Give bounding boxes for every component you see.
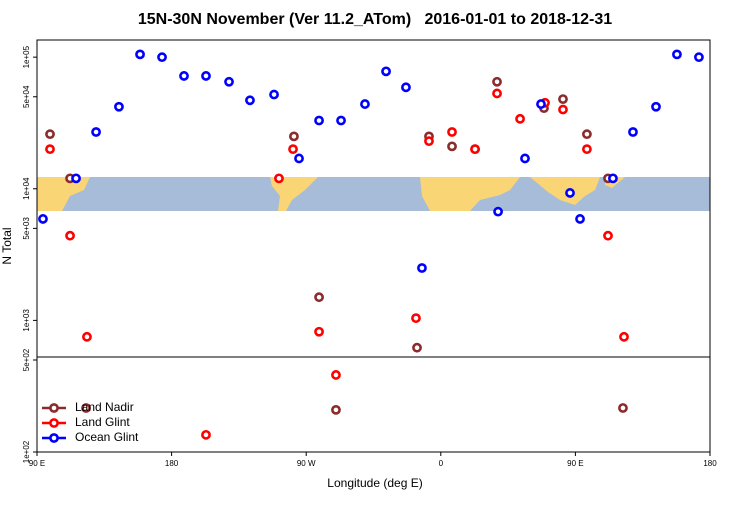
point	[381, 66, 391, 77]
chart-title: 15N-30N November (Ver 11.2_ATom) 2016-01…	[138, 11, 612, 28]
legend-label: Land Nadir	[75, 400, 134, 414]
point	[274, 173, 284, 184]
point	[288, 144, 298, 155]
point	[492, 76, 502, 87]
y-tick-label: 5e+02	[22, 348, 31, 371]
point	[331, 370, 341, 380]
legend-label: Ocean Glint	[75, 430, 139, 444]
point	[314, 115, 324, 126]
point	[201, 429, 211, 440]
point	[536, 99, 546, 109]
point	[492, 88, 502, 99]
y-tick-label: 1e+04	[22, 177, 31, 200]
point	[694, 52, 704, 63]
point	[135, 49, 145, 60]
point	[294, 153, 304, 164]
point	[618, 403, 628, 413]
y-tick-label: 5e+03	[22, 217, 31, 240]
point	[651, 101, 661, 112]
point	[81, 403, 91, 413]
point	[71, 173, 81, 184]
x-tick-label: 180	[165, 459, 179, 468]
plot-frame	[36, 39, 711, 453]
point	[558, 104, 568, 115]
y-axis-label: N Total	[0, 227, 14, 264]
point	[565, 188, 575, 198]
point	[65, 230, 75, 241]
y-tick-label: 1e+05	[22, 45, 31, 68]
point	[424, 136, 434, 147]
point	[289, 131, 299, 142]
legend-label: Land Glint	[75, 415, 130, 429]
legend-marker	[49, 403, 59, 413]
point	[314, 326, 324, 337]
point	[608, 173, 618, 184]
point	[520, 153, 530, 164]
point	[314, 292, 324, 303]
y-tick-label: 1e+03	[22, 309, 31, 332]
point	[672, 49, 682, 60]
legend-marker	[49, 433, 59, 443]
point	[331, 404, 341, 415]
point	[38, 214, 48, 224]
point	[619, 331, 629, 342]
point	[401, 82, 411, 93]
point	[91, 127, 101, 137]
point	[447, 127, 457, 137]
point	[582, 129, 592, 140]
y-tick-label: 1e+02	[22, 440, 31, 463]
x-tick-label: 180	[703, 459, 717, 468]
point	[575, 214, 585, 224]
point	[412, 342, 422, 353]
x-axis-label: Longitude (deg E)	[327, 476, 422, 490]
x-tick-label: 0	[439, 459, 444, 468]
point	[336, 115, 346, 126]
point	[447, 141, 457, 152]
point	[493, 206, 503, 217]
point	[245, 95, 255, 106]
map-strip	[37, 177, 710, 211]
point	[269, 89, 279, 100]
point	[417, 263, 427, 273]
point	[114, 101, 124, 112]
point	[515, 113, 525, 124]
legend-marker	[49, 418, 59, 428]
point	[411, 313, 421, 324]
x-tick-label: 90 W	[297, 459, 316, 468]
point	[224, 76, 234, 87]
point	[582, 144, 592, 155]
y-tick-label: 5e+04	[22, 85, 31, 108]
x-tick-label: 90 E	[567, 459, 583, 468]
point	[628, 127, 638, 137]
point	[360, 99, 370, 109]
point	[558, 94, 568, 105]
point	[82, 331, 92, 342]
point	[157, 52, 167, 63]
point	[45, 144, 55, 155]
point	[470, 144, 480, 155]
point	[179, 71, 189, 81]
x-tick-label: 90 E	[29, 459, 45, 468]
point	[201, 71, 211, 81]
point	[603, 230, 613, 241]
point	[45, 129, 55, 140]
